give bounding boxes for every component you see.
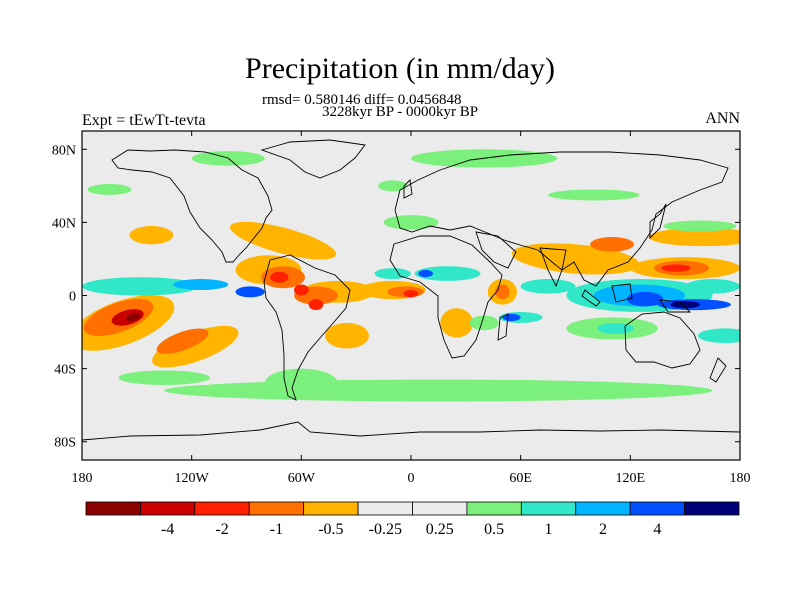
anomaly-region-32 — [590, 237, 634, 252]
x-tick-label-3: 0 — [408, 471, 415, 486]
y-tick-label-4: 80S — [54, 436, 76, 451]
anomaly-region-5 — [156, 328, 209, 354]
colorbar-label-3: -0.5 — [318, 521, 343, 538]
anomaly-region-13 — [270, 271, 289, 283]
coast-madagascar — [497, 313, 509, 341]
season-label: ANN — [705, 110, 740, 127]
map-title: Precipitation (in mm/day) — [245, 52, 555, 85]
colorbar-swatch-3 — [248, 501, 305, 516]
colorbar-swatch-2 — [194, 501, 250, 516]
anomaly-region-8 — [235, 286, 265, 298]
coast-antarctica — [82, 421, 740, 441]
anomaly-region-44 — [663, 220, 737, 232]
anomaly-region-42 — [661, 264, 691, 272]
anomaly-regions — [82, 149, 740, 402]
colorbar-label-8: 2 — [599, 521, 607, 538]
stats-subtitle: rmsd= 0.580146 diff= 0.0456848 — [262, 92, 462, 108]
colorbar-label-6: 0.5 — [484, 521, 504, 538]
anomaly-region-51 — [383, 215, 439, 230]
colorbar-label-5: 0.25 — [426, 521, 454, 538]
x-tick-label-5: 120E — [616, 471, 646, 486]
colorbar-swatch-6 — [412, 501, 468, 516]
y-tick-label-2: 0 — [69, 290, 76, 305]
anomaly-region-50 — [118, 370, 210, 386]
anomaly-region-39 — [685, 279, 740, 294]
anomaly-region-16 — [294, 284, 309, 296]
y-tick-label-3: 40S — [54, 363, 76, 378]
x-tick-label-0: 180 — [72, 471, 93, 486]
coast-new-guinea — [659, 299, 692, 313]
anomaly-region-54 — [87, 184, 132, 195]
coast-japan — [649, 203, 667, 240]
colorbar-swatch-5 — [357, 501, 413, 516]
coast-sumatra — [581, 289, 601, 307]
colorbar-label-2: -1 — [270, 521, 283, 538]
anomaly-region-48 — [164, 379, 713, 402]
colorbar-swatch-11 — [684, 501, 740, 516]
coast-africa — [389, 235, 503, 359]
coast-south-america — [263, 254, 351, 401]
anomaly-region-10 — [129, 226, 174, 245]
x-tick-label-4: 60E — [509, 471, 532, 486]
colorbar-swatch-4 — [303, 501, 359, 516]
anomaly-region-46 — [597, 322, 634, 334]
coast-eurasia — [394, 151, 729, 287]
anomaly-region-23 — [414, 266, 481, 281]
coast-uk — [403, 179, 413, 199]
colorbar-label-1: -2 — [215, 521, 228, 538]
colorbar-swatch-9 — [575, 501, 631, 516]
anomaly-region-6 — [82, 277, 199, 296]
colorbar-label-7: 1 — [545, 521, 553, 538]
colorbar-swatch-0 — [85, 501, 141, 516]
anomaly-region-9 — [229, 221, 337, 260]
anomaly-region-38 — [670, 300, 700, 309]
anomaly-region-36 — [626, 291, 664, 307]
anomaly-region-17 — [308, 299, 324, 311]
colorbar-swatch-8 — [520, 501, 577, 516]
anomaly-region-18 — [325, 322, 369, 349]
anomaly-region-52 — [378, 180, 408, 192]
anomaly-region-4 — [152, 325, 239, 368]
colorbar: -4 -2 -1 -0.5 -0.25 0.25 0.5 1 2 4 — [85, 501, 740, 538]
x-tick-label-6: 180 — [730, 471, 751, 486]
anomaly-region-33 — [520, 279, 576, 294]
anomaly-region-43 — [648, 227, 740, 247]
y-tick-label-1: 40N — [52, 216, 76, 231]
map-axes: 180 120W 60W 0 60E 120E 180 80N 40N 0 40S 80S — [52, 131, 751, 486]
colorbar-label-0: -4 — [161, 521, 174, 538]
anomaly-region-7 — [173, 279, 229, 291]
anomaly-region-21 — [403, 290, 419, 298]
anomaly-region-3 — [126, 313, 141, 322]
colorbar-swatch-7 — [466, 501, 522, 516]
x-tick-label-2: 60W — [288, 471, 316, 486]
coast-greenland — [260, 139, 366, 179]
coast-india — [539, 247, 567, 288]
anomaly-region-29 — [502, 313, 521, 322]
period-subtitle: 3228kyr BP - 0000kyr BP — [322, 104, 479, 120]
anomaly-region-56 — [548, 189, 640, 201]
anomaly-region-27 — [495, 284, 510, 300]
experiment-label: Expt = tEwTt-tevta — [82, 112, 206, 129]
y-tick-label-0: 80N — [52, 143, 76, 158]
anomaly-region-49 — [264, 368, 338, 398]
coast-australia — [624, 311, 701, 369]
coast-borneo — [611, 283, 633, 303]
colorbar-swatch-1 — [140, 501, 196, 516]
anomaly-region-47 — [697, 328, 740, 344]
anomaly-region-30 — [469, 315, 499, 331]
coast-north-america — [111, 149, 273, 263]
coast-arabia — [475, 231, 517, 269]
x-tick-label-1: 120W — [175, 471, 210, 486]
coast-new-zealand — [709, 357, 727, 383]
colorbar-swatch-10 — [629, 501, 685, 516]
colorbar-label-4: -0.25 — [369, 521, 402, 538]
colorbar-label-9: 4 — [653, 521, 661, 538]
anomaly-region-24 — [418, 269, 433, 278]
coastlines — [82, 139, 740, 441]
anomaly-region-25 — [440, 308, 474, 338]
